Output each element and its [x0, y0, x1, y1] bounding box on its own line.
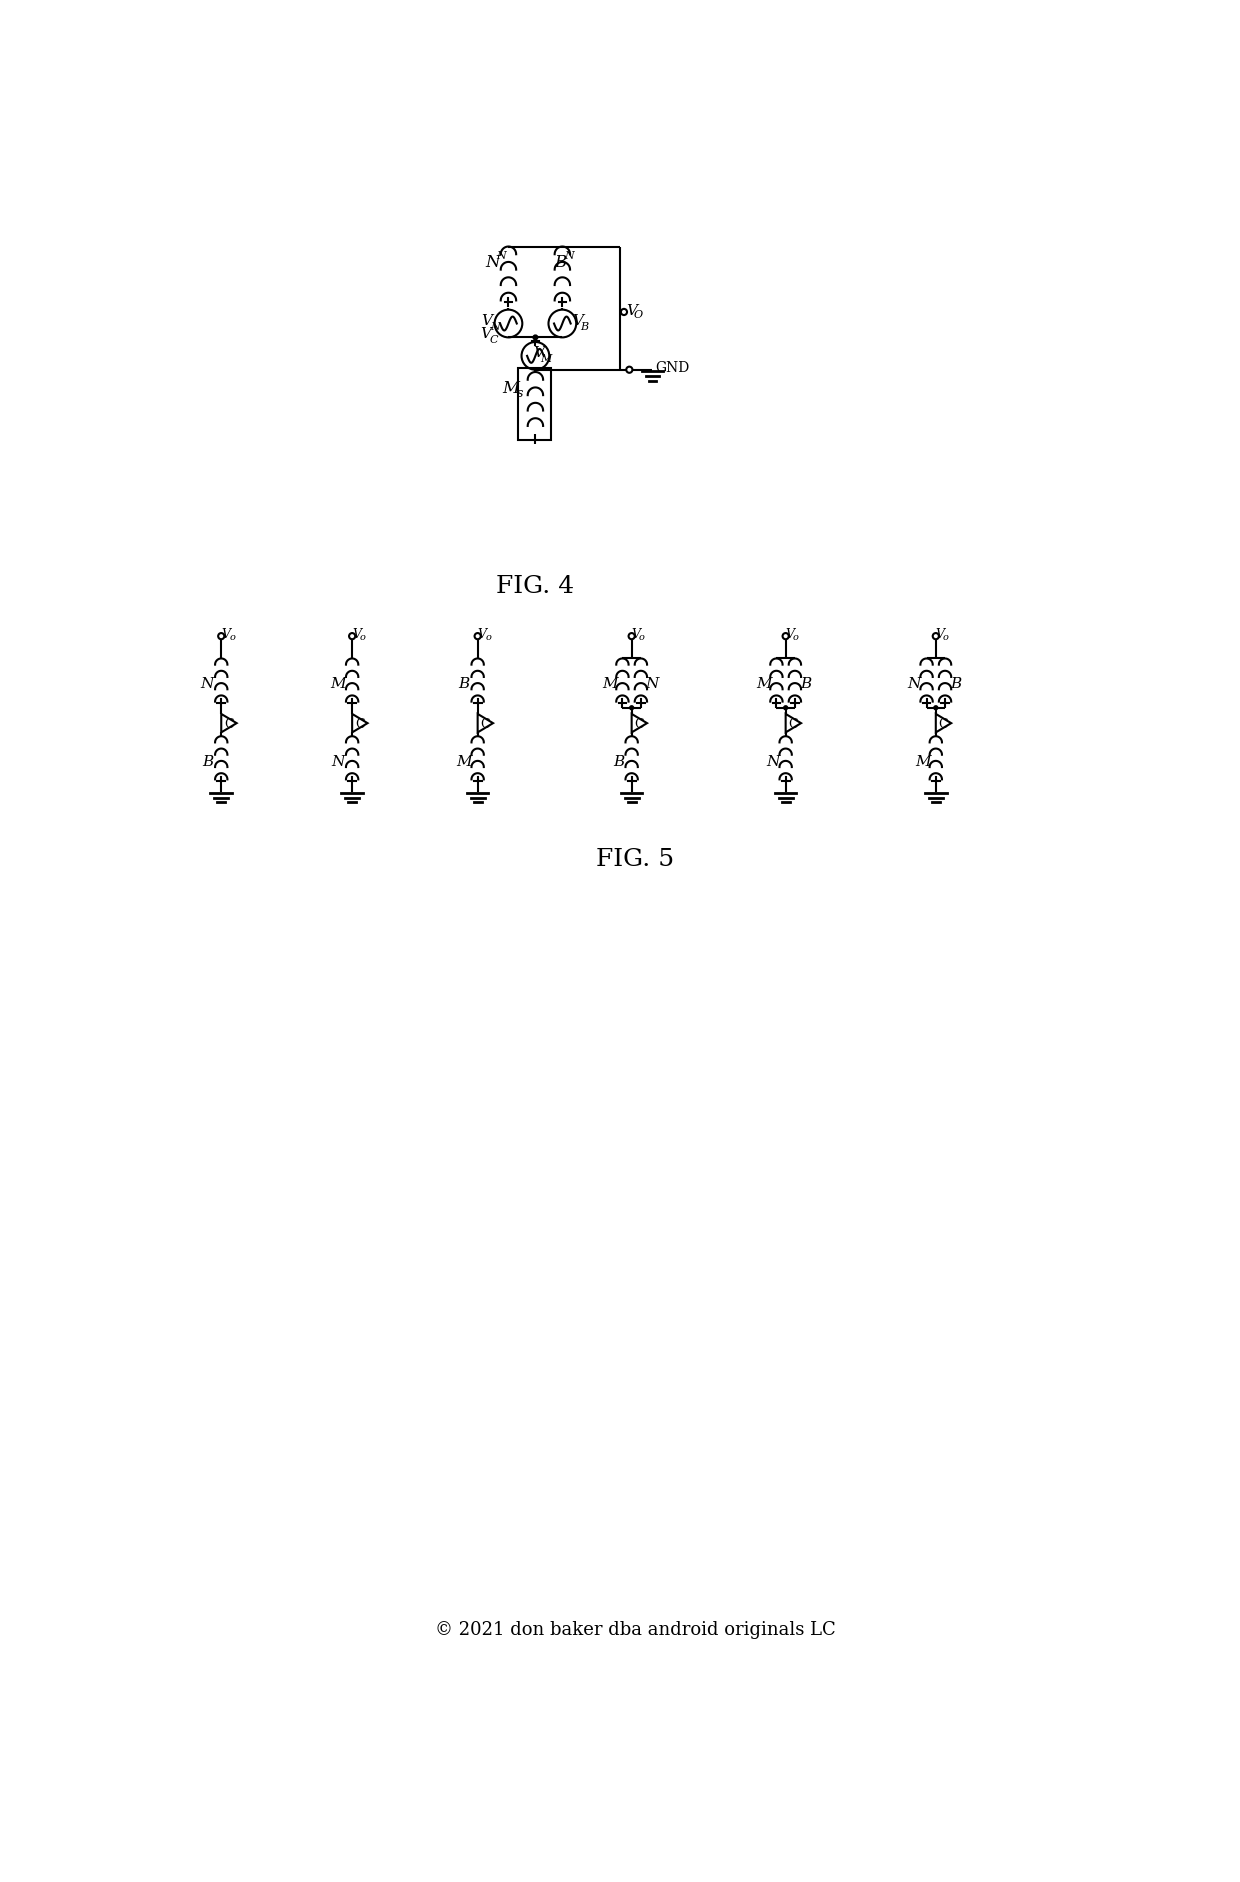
Text: N: N [564, 250, 574, 262]
Text: C: C [355, 717, 365, 730]
Text: FIG. 5: FIG. 5 [596, 847, 675, 871]
Text: M: M [541, 354, 552, 363]
Text: o: o [792, 632, 799, 642]
Text: o: o [360, 632, 366, 642]
Text: o: o [639, 632, 645, 642]
Text: V: V [631, 627, 640, 640]
Circle shape [784, 706, 787, 710]
Text: o: o [486, 632, 491, 642]
Text: C: C [490, 335, 498, 344]
Text: B: B [458, 678, 470, 691]
Text: N: N [645, 678, 658, 691]
Text: B: B [800, 678, 811, 691]
Text: B: B [580, 322, 589, 331]
Text: C: C [224, 717, 234, 730]
Text: V: V [222, 627, 231, 640]
Text: s: s [517, 386, 523, 399]
Text: FIG. 4: FIG. 4 [496, 574, 574, 597]
Text: o: o [229, 632, 234, 642]
Text: o: o [942, 632, 949, 642]
Text: N: N [497, 250, 506, 262]
Text: C: C [939, 717, 949, 730]
Text: B: B [950, 678, 961, 691]
Text: N: N [908, 678, 921, 691]
Text: V: V [533, 346, 544, 359]
Text: B: B [202, 755, 213, 768]
Text: GND: GND [655, 361, 689, 375]
Text: V: V [626, 303, 637, 318]
Text: C: C [635, 717, 644, 730]
Text: M: M [331, 678, 346, 691]
Text: B: B [554, 254, 567, 271]
Text: O: O [634, 311, 644, 320]
Text: B: B [614, 755, 625, 768]
Text: M: M [456, 755, 471, 768]
Text: V: V [785, 627, 794, 640]
Text: N: N [486, 254, 500, 271]
Text: C: C [481, 717, 490, 730]
Circle shape [630, 706, 634, 710]
Circle shape [533, 335, 538, 341]
Text: V: V [477, 627, 487, 640]
Text: N: N [331, 755, 345, 768]
Text: N: N [491, 322, 500, 331]
Text: M: M [756, 678, 773, 691]
Circle shape [934, 706, 937, 710]
Text: V: V [935, 627, 944, 640]
Text: V: V [481, 314, 492, 327]
Text: N: N [766, 755, 780, 768]
Text: © 2021 don baker dba android originals LC: © 2021 don baker dba android originals L… [435, 1620, 836, 1637]
Text: V: V [352, 627, 361, 640]
Text: V: V [572, 314, 583, 327]
Text: V: V [480, 327, 491, 341]
Text: M: M [603, 678, 618, 691]
Text: M: M [502, 380, 520, 397]
Text: C: C [789, 717, 799, 730]
Text: M: M [915, 755, 931, 768]
Text: N: N [201, 678, 215, 691]
